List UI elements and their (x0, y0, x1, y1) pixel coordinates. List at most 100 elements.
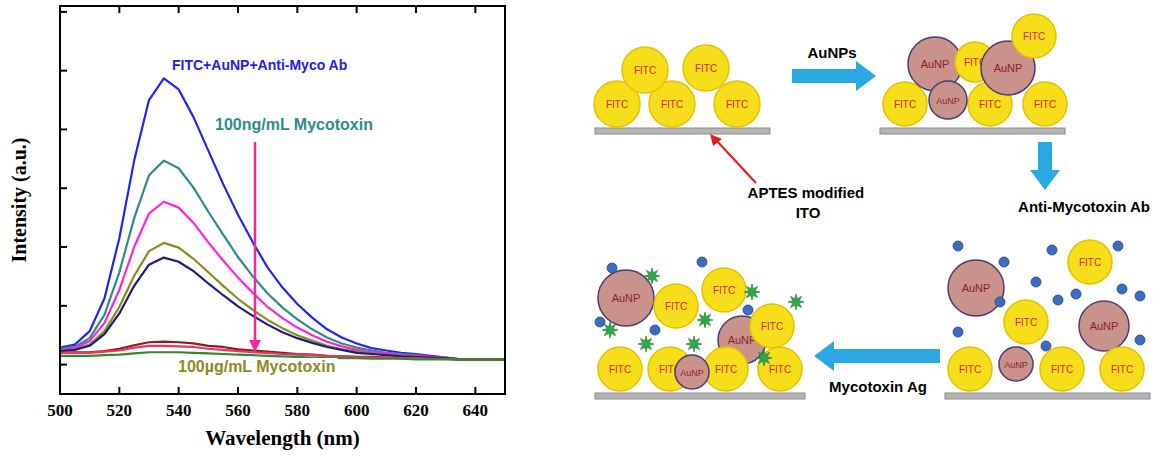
decrease-arrow-shaft (254, 142, 257, 342)
ito-substrate (945, 393, 1150, 399)
assembly-diagram: FITC FITC FITC FITC FITC AuNPs FITC FITC FITC AuN… (594, 14, 1150, 399)
aunp-label: AuNP (680, 368, 704, 378)
x-tick (474, 387, 476, 394)
spectrum-chart: 500520540560580600620640Wavelength (nm)I… (8, 6, 505, 450)
y-tick (60, 128, 67, 130)
fitc-label: FITC (1015, 317, 1037, 328)
aunp-label: AuNP (612, 292, 641, 304)
annotation-patch (170, 57, 349, 73)
step-arrow (792, 61, 876, 91)
fitc-label: FITC (769, 364, 791, 375)
spectrum-line (60, 243, 505, 360)
x-tick (178, 387, 180, 394)
aunp-label: AuNP (962, 282, 991, 294)
y-tick (60, 305, 67, 307)
antibody (1135, 335, 1145, 345)
decrease-arrow-head (249, 340, 261, 352)
x-tick (296, 387, 298, 394)
x-tick-top (178, 6, 180, 13)
y-axis-title: Intensity (a.u.) (8, 137, 31, 262)
spectrum-line (60, 161, 505, 360)
fitc-label: FITC (713, 285, 735, 296)
fitc-label: FITC (661, 99, 683, 110)
fitc-particle (750, 304, 794, 348)
spectrum-line (60, 78, 505, 360)
x-tick-label: 640 (463, 401, 489, 420)
annotation: 100µg/mL Mycotoxin (176, 358, 337, 375)
x-tick-label: 540 (166, 401, 192, 420)
antibody (995, 297, 1005, 307)
fitc-particle (714, 81, 760, 127)
fitc-label: FITC (634, 65, 656, 76)
antibody (697, 257, 707, 267)
y-tick (60, 364, 67, 366)
x-tick-label: 580 (285, 401, 311, 420)
x-tick (118, 387, 120, 394)
x-tick (415, 387, 417, 394)
fitc-particle (1068, 240, 1112, 284)
mycotoxin-antigen (744, 284, 760, 300)
aunp-label: AuNP (921, 58, 950, 70)
mycotoxin-antigen (602, 322, 618, 338)
mycotoxin-antigen (686, 336, 702, 352)
fitc-label: FITC (894, 99, 916, 110)
spectrum-line (60, 202, 505, 360)
ito-substrate (595, 393, 805, 399)
fitc-particle (883, 82, 927, 126)
antibody (999, 257, 1009, 267)
fitc-particle (1040, 347, 1084, 391)
antibody (1047, 245, 1057, 255)
substrate-label-line: APTES modified (748, 184, 869, 201)
aunp-label: AuNP (994, 62, 1023, 74)
ito-substrate (595, 128, 770, 134)
x-tick-label: 600 (344, 401, 370, 420)
substrate-label: APTES modified ITO (748, 184, 869, 221)
x-tick-top (118, 6, 120, 13)
aunp-particle (598, 270, 654, 326)
y-tick (60, 70, 67, 72)
fitc-particle (654, 284, 698, 328)
fitc-particle (1012, 14, 1056, 58)
spectrum-line (60, 258, 505, 360)
x-tick-top (415, 6, 417, 13)
fitc-particle (622, 47, 668, 93)
x-tick-label: 500 (47, 401, 73, 420)
aunp-particle (948, 260, 1004, 316)
annotation-text: FITC+AuNP+Anti-Myco Ab (172, 57, 347, 73)
fitc-label: FITC (726, 99, 748, 110)
fitc-label: FITC (1051, 364, 1073, 375)
antibody (650, 325, 660, 335)
annotation-text: 100ng/mL Mycotoxin (215, 116, 373, 133)
aunp-particle (675, 355, 709, 389)
antibody (1041, 341, 1051, 351)
antibody (953, 241, 963, 251)
antibody (1053, 295, 1063, 305)
mycotoxin-antigen (644, 268, 660, 284)
fitc-label: FITC (1034, 99, 1056, 110)
fitc-label: FITC (609, 364, 631, 375)
antibody (953, 327, 963, 337)
annotation: 100ng/mL Mycotoxin (213, 116, 375, 133)
substrate-label-line: ITO (796, 204, 821, 221)
antibody (1135, 291, 1145, 301)
annotation-patch (176, 358, 337, 375)
aunp-label: AuNP (1090, 320, 1119, 332)
antibody (1071, 289, 1081, 299)
aunp-label: AuNP (936, 96, 960, 106)
annotation-patch (213, 116, 375, 133)
fitc-particle (948, 347, 992, 391)
step-label: Anti-Mycotoxin Ab (1018, 198, 1150, 215)
fitc-label: FITC (1111, 364, 1133, 375)
fitc-label: FITC (1079, 257, 1101, 268)
x-tick-label: 520 (107, 401, 133, 420)
x-tick-top (237, 6, 239, 13)
plot-frame (60, 6, 505, 394)
annotation: FITC+AuNP+Anti-Myco Ab (170, 57, 349, 73)
fitc-particle (1100, 347, 1144, 391)
fitc-label: FITC (665, 301, 687, 312)
fitc-particle (702, 268, 746, 312)
step-label: AuNPs (807, 44, 856, 61)
mycotoxin-antigen (697, 312, 713, 328)
fitc-label: FITC (959, 364, 981, 375)
substrate-pointer-head (710, 134, 722, 146)
